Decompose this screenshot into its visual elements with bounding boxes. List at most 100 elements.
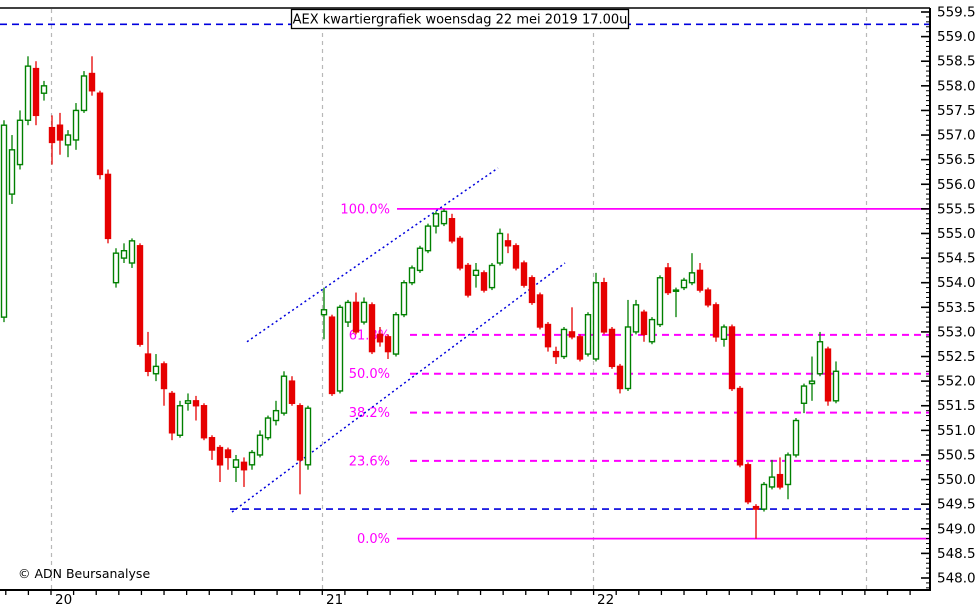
candle-body [144, 353, 152, 372]
candle-body [96, 92, 104, 176]
y-tick-label: 558.0 [937, 78, 976, 94]
candle-body [488, 264, 496, 289]
day-gridlines [50, 9, 868, 589]
candle-body [408, 267, 416, 284]
candle-body [728, 326, 736, 390]
candle-body [760, 483, 768, 510]
y-tick-label: 556.5 [937, 152, 976, 168]
candle-body [608, 328, 616, 368]
candle-body [584, 313, 592, 355]
y-tick-label: 549.5 [937, 497, 976, 513]
candle-body [376, 333, 384, 343]
y-tick-label: 553.5 [937, 300, 976, 316]
candle-body [344, 301, 352, 323]
y-tick-label: 559.5 [937, 5, 976, 21]
y-tick-label: 551.0 [937, 423, 976, 439]
candle-body [616, 365, 624, 390]
candle-body [632, 304, 640, 333]
candle-body [200, 405, 208, 439]
candle-body [384, 336, 392, 353]
candle-body [648, 318, 656, 343]
candle-body [696, 269, 704, 291]
candle-body [544, 323, 552, 348]
candle-body [176, 405, 184, 436]
candle-body [816, 341, 824, 375]
y-tick-label: 552.5 [937, 349, 976, 365]
candle-body [480, 272, 488, 291]
candle-body [160, 363, 168, 390]
trend-channel [231, 167, 566, 513]
candle-body [56, 124, 64, 141]
candle-body [248, 451, 256, 466]
candle-body [784, 454, 792, 486]
candle-body [704, 289, 712, 306]
candle-body [736, 387, 744, 466]
candle-body [128, 240, 136, 264]
y-tick-label: 553.0 [937, 324, 976, 340]
candle-body [688, 272, 696, 284]
fib-label-23.6%: 23.6% [349, 454, 390, 469]
candle-body [24, 65, 32, 121]
candle-body [88, 72, 96, 92]
y-tick-label: 556.0 [937, 177, 976, 193]
candle-body [512, 245, 520, 269]
candle-body [456, 237, 464, 269]
candle-body [0, 124, 8, 318]
candle-body [232, 459, 240, 468]
candle-body [320, 309, 328, 316]
y-tick-label: 555.5 [937, 201, 976, 217]
candle-body [552, 350, 560, 358]
candle-body [600, 281, 608, 333]
candle-body [432, 213, 440, 227]
candle-body [672, 289, 680, 292]
candle-body [640, 311, 648, 336]
trendline [246, 167, 499, 343]
y-tick-label: 548.0 [937, 570, 976, 586]
candle-body [768, 476, 776, 488]
candle-body [624, 326, 632, 390]
chart-title: AEX kwartiergrafiek woensdag 22 mei 2019… [293, 13, 628, 28]
y-tick-label: 554.5 [937, 251, 976, 267]
candle-body [560, 328, 568, 358]
candle-body [280, 375, 288, 414]
candle-body [80, 75, 88, 112]
candles [0, 56, 840, 539]
reference-lines [0, 23, 930, 510]
candle-body [136, 245, 144, 345]
y-tick-label: 551.5 [937, 398, 976, 414]
candle-body [424, 225, 432, 252]
candle-body [416, 247, 424, 272]
candle-body [208, 437, 216, 451]
candle-body [808, 380, 816, 385]
candle-body [520, 262, 528, 286]
fib-label-0.0%: 0.0% [357, 532, 390, 547]
candle-body [824, 348, 832, 402]
candle-body [72, 109, 80, 141]
fib-label-100.0%: 100.0% [340, 202, 390, 217]
candle-body [296, 405, 304, 461]
candle-body [8, 149, 16, 195]
candle-body [272, 409, 280, 422]
y-tick-label: 557.0 [937, 128, 976, 144]
candle-body [496, 232, 504, 264]
candle-body [16, 119, 24, 166]
candle-body [568, 331, 576, 338]
y-tick-label: 550.5 [937, 447, 976, 463]
candle-body [264, 417, 272, 439]
candle-body [240, 461, 248, 471]
fib-label-38.2%: 38.2% [349, 406, 390, 421]
candle-body [440, 210, 448, 225]
candle-body [256, 434, 264, 456]
trendline [231, 262, 566, 513]
candle-body [744, 464, 752, 503]
candle-body [224, 449, 232, 459]
candle-body [184, 400, 192, 404]
candle-body [712, 304, 720, 338]
candle-body [752, 505, 760, 510]
candle-body [112, 252, 120, 284]
candle-body [664, 267, 672, 294]
candle-body [680, 279, 688, 289]
candle-body [528, 277, 536, 304]
y-tick-label: 554.0 [937, 275, 976, 291]
copyright-text: © ADN Beursanalyse [18, 566, 150, 581]
